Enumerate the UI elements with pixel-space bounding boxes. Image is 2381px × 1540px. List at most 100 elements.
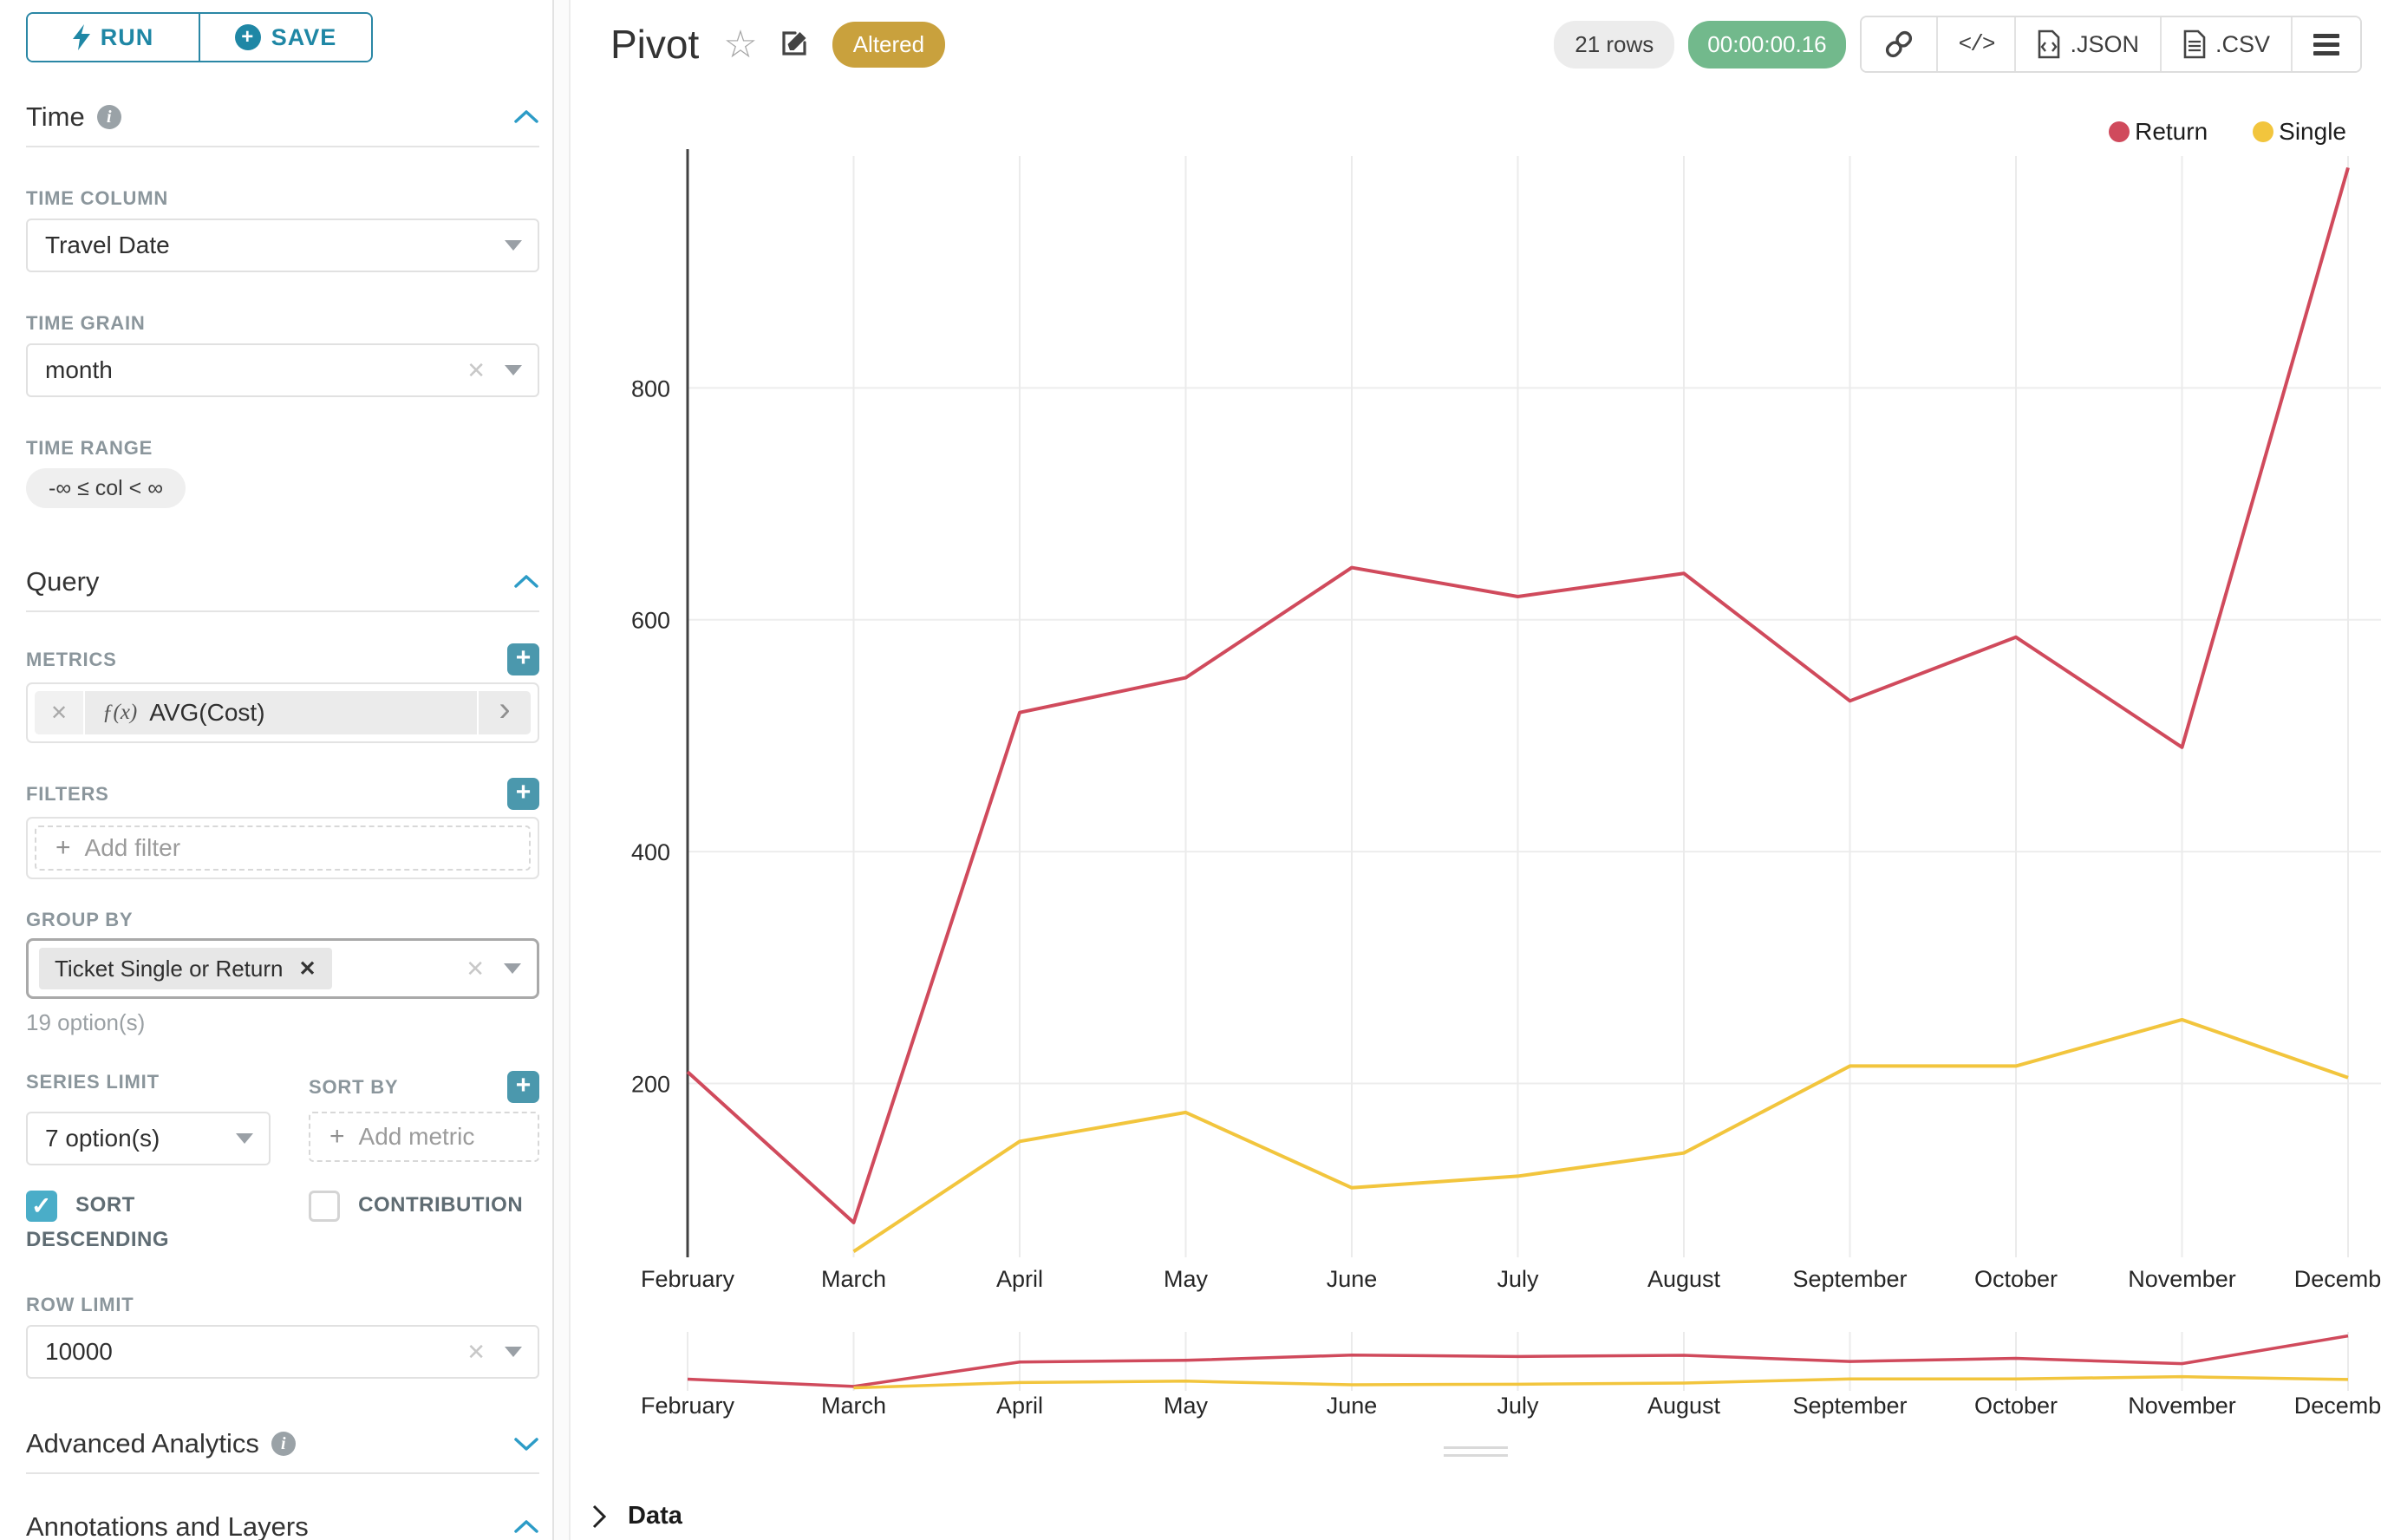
svg-text:October: October bbox=[1974, 1266, 2058, 1292]
svg-text:July: July bbox=[1497, 1266, 1539, 1292]
export-csv-button[interactable]: .CSV bbox=[2159, 17, 2291, 71]
svg-text:August: August bbox=[1647, 1393, 1721, 1419]
svg-text:200: 200 bbox=[631, 1071, 670, 1097]
legend-label: Return bbox=[2135, 118, 2208, 145]
chart-panel: Pivot ☆ Altered 21 rows 00:00:00.16 bbox=[571, 0, 2381, 1540]
add-metric-label: Add metric bbox=[358, 1123, 475, 1150]
metric-pill[interactable]: ✕ ƒ(x) AVG(Cost) › bbox=[35, 691, 531, 734]
advanced-analytics-header[interactable]: Advanced Analytics i bbox=[26, 1426, 539, 1462]
chevron-down-icon[interactable] bbox=[513, 1436, 539, 1452]
svg-text:August: August bbox=[1647, 1266, 1721, 1292]
time-section-title: Time bbox=[26, 101, 85, 132]
chevron-down-icon[interactable] bbox=[236, 1133, 253, 1144]
svg-text:June: June bbox=[1327, 1393, 1378, 1419]
clear-icon[interactable]: ✕ bbox=[466, 356, 486, 383]
svg-text:February: February bbox=[641, 1393, 735, 1419]
panel-resize-divider[interactable] bbox=[552, 0, 571, 1540]
time-section-header[interactable]: Time i bbox=[26, 99, 539, 135]
group-by-select[interactable]: Ticket Single or Return ✕ ✕ bbox=[26, 938, 539, 999]
run-button[interactable]: RUN bbox=[28, 14, 199, 61]
data-panel-toggle[interactable]: Data bbox=[591, 1502, 682, 1530]
view-query-button[interactable]: </> bbox=[1935, 17, 2015, 71]
data-panel-label: Data bbox=[628, 1502, 682, 1530]
svg-text:June: June bbox=[1327, 1266, 1378, 1292]
line-chart[interactable]: 200 400 600 800 February February March March Ap… bbox=[571, 0, 2381, 1540]
add-metric-button[interactable]: + bbox=[507, 643, 539, 675]
legend-dot-icon bbox=[2109, 121, 2130, 142]
query-section-title: Query bbox=[26, 566, 100, 597]
legend-dot-icon bbox=[2253, 121, 2274, 142]
altered-badge[interactable]: Altered bbox=[832, 21, 946, 68]
export-json-button[interactable]: .JSON bbox=[2014, 17, 2160, 71]
add-filter-button[interactable]: + bbox=[507, 778, 539, 810]
csv-file-icon bbox=[2183, 29, 2206, 59]
svg-text:April: April bbox=[996, 1266, 1043, 1292]
chevron-up-icon[interactable] bbox=[513, 574, 539, 590]
time-range-label: TIME RANGE bbox=[26, 437, 153, 459]
filters-container: + Add filter bbox=[26, 817, 539, 879]
sort-by-add-metric[interactable]: + Add metric bbox=[309, 1112, 539, 1162]
group-by-options-hint: 19 option(s) bbox=[26, 1009, 146, 1035]
more-options-button[interactable] bbox=[2291, 17, 2360, 71]
row-limit-label: ROW LIMIT bbox=[26, 1294, 134, 1315]
export-csv-label: .CSV bbox=[2215, 30, 2270, 57]
chevron-up-icon[interactable] bbox=[513, 1519, 539, 1535]
row-limit-select[interactable]: 10000 ✕ bbox=[26, 1325, 539, 1379]
annotations-header[interactable]: Annotations and Layers bbox=[26, 1509, 539, 1540]
legend-item[interactable]: Return bbox=[2109, 118, 2208, 146]
query-section-header[interactable]: Query bbox=[26, 564, 539, 600]
resize-drag-handle[interactable] bbox=[1444, 1446, 1508, 1462]
legend-item[interactable]: Single bbox=[2253, 118, 2346, 146]
svg-text:September: September bbox=[1792, 1393, 1907, 1419]
function-icon: ƒ(x) bbox=[102, 701, 138, 724]
divider bbox=[26, 146, 539, 147]
add-sort-metric-button[interactable]: + bbox=[507, 1071, 539, 1103]
divider bbox=[26, 1472, 539, 1474]
svg-text:600: 600 bbox=[631, 608, 670, 634]
svg-text:May: May bbox=[1164, 1266, 1209, 1292]
favorite-star-icon[interactable]: ☆ bbox=[723, 22, 758, 67]
hamburger-icon bbox=[2313, 29, 2339, 60]
chevron-up-icon[interactable] bbox=[513, 109, 539, 125]
time-range-pill[interactable]: -∞ ≤ col < ∞ bbox=[26, 468, 186, 508]
svg-text:March: March bbox=[821, 1266, 886, 1292]
time-grain-value: month bbox=[45, 356, 113, 383]
svg-text:April: April bbox=[996, 1393, 1043, 1419]
edit-properties-icon[interactable] bbox=[777, 25, 812, 64]
remove-metric-icon[interactable]: ✕ bbox=[35, 691, 83, 734]
plus-circle-icon: + bbox=[234, 24, 261, 50]
clear-icon[interactable]: ✕ bbox=[466, 955, 485, 982]
run-button-label: RUN bbox=[100, 23, 154, 50]
bolt-icon bbox=[72, 24, 90, 50]
chevron-right-icon[interactable]: › bbox=[477, 691, 531, 734]
sort-descending-option: ✓ SORT DESCENDING bbox=[26, 1188, 271, 1257]
chevron-down-icon[interactable] bbox=[504, 963, 521, 974]
clear-icon[interactable]: ✕ bbox=[466, 1338, 486, 1365]
chevron-down-icon[interactable] bbox=[505, 1347, 522, 1357]
plus-icon: + bbox=[329, 1122, 345, 1151]
svg-text:December: December bbox=[2294, 1266, 2381, 1292]
copy-link-button[interactable] bbox=[1861, 17, 1936, 71]
sort-descending-checkbox[interactable]: ✓ bbox=[26, 1190, 57, 1222]
legend-label: Single bbox=[2279, 118, 2346, 145]
series-limit-value: 7 option(s) bbox=[45, 1125, 160, 1152]
series-limit-select[interactable]: 7 option(s) bbox=[26, 1112, 271, 1165]
time-column-select[interactable]: Travel Date bbox=[26, 219, 539, 272]
chevron-down-icon[interactable] bbox=[505, 365, 522, 375]
time-grain-label: TIME GRAIN bbox=[26, 312, 146, 334]
add-filter[interactable]: + Add filter bbox=[35, 825, 531, 871]
save-button[interactable]: + SAVE bbox=[199, 14, 371, 61]
code-icon: </> bbox=[1958, 31, 1996, 57]
time-column-value: Travel Date bbox=[45, 232, 170, 258]
svg-text:400: 400 bbox=[631, 839, 670, 865]
contribution-checkbox[interactable] bbox=[309, 1190, 340, 1222]
plus-icon: + bbox=[55, 833, 71, 862]
chevron-down-icon[interactable] bbox=[505, 240, 522, 251]
link-icon bbox=[1885, 30, 1912, 58]
divider bbox=[26, 610, 539, 612]
svg-text:May: May bbox=[1164, 1393, 1209, 1419]
time-grain-select[interactable]: month ✕ bbox=[26, 343, 539, 397]
metrics-label: METRICS bbox=[26, 648, 117, 670]
remove-tag-icon[interactable]: ✕ bbox=[298, 956, 316, 981]
svg-text:September: September bbox=[1792, 1266, 1907, 1292]
